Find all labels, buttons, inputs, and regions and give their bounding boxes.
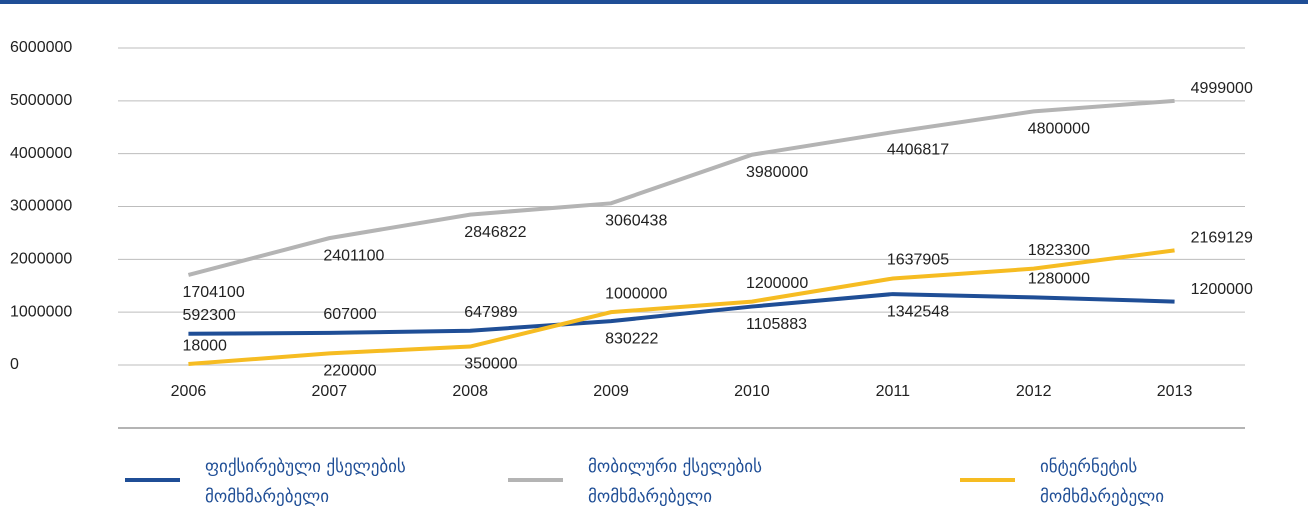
legend-label: ფიქსირებული ქსელების მომხმარებელი <box>205 457 406 507</box>
legend-line: მომხმარებელი <box>1040 487 1164 507</box>
data-label: 830222 <box>605 330 658 347</box>
legend-line: მომხმარებელი <box>588 487 712 507</box>
legend-line: მომხმარებელი <box>205 487 329 507</box>
data-label: 1105883 <box>746 316 807 333</box>
data-label: 2401100 <box>323 247 384 264</box>
x-tick-label: 2013 <box>1157 383 1193 400</box>
x-tick-label: 2010 <box>734 383 770 400</box>
legend-label: მობილური ქსელების მომხმარებელი <box>588 457 762 507</box>
y-tick-label: 4000000 <box>10 145 72 162</box>
data-label: 647989 <box>464 304 517 321</box>
x-tick-label: 2007 <box>312 383 348 400</box>
legend-line: ფიქსირებული ქსელების <box>205 457 406 477</box>
data-label: 220000 <box>323 363 376 380</box>
legend-line: მობილური ქსელების <box>588 457 762 477</box>
data-label: 4406817 <box>887 141 949 158</box>
data-label: 1200000 <box>1191 281 1253 298</box>
y-tick-label: 6000000 <box>10 39 72 56</box>
data-label: 350000 <box>464 356 517 373</box>
data-label: 1200000 <box>746 275 808 292</box>
y-tick-label: 2000000 <box>10 251 72 268</box>
series-line <box>188 292 1175 336</box>
legend-label: ინტერნეტის მომხმარებელი <box>1040 457 1164 507</box>
data-label: 1280000 <box>1028 271 1090 288</box>
x-tick-label: 2012 <box>1016 383 1052 400</box>
x-tick-label: 2011 <box>876 383 911 400</box>
x-tick-label: 2008 <box>452 383 488 400</box>
data-label: 2846822 <box>464 224 526 241</box>
data-label: 607000 <box>323 306 376 323</box>
data-label: 2169129 <box>1191 230 1253 247</box>
y-tick-label: 3000000 <box>10 198 72 215</box>
series-line <box>187 98 1175 277</box>
data-label: 18000 <box>182 337 227 354</box>
y-tick-label: 5000000 <box>10 92 72 109</box>
y-tick-label: 1000000 <box>10 303 72 320</box>
data-label: 4800000 <box>1028 121 1090 138</box>
y-tick-label: 0 <box>10 356 19 373</box>
top-rule <box>0 0 1308 4</box>
data-label: 1637905 <box>887 252 949 269</box>
data-label: 592300 <box>182 307 235 324</box>
legend-line: ინტერნეტის <box>1040 457 1137 477</box>
data-label: 3980000 <box>746 164 808 181</box>
data-label: 3060438 <box>605 213 667 230</box>
x-tick-label: 2006 <box>171 383 207 400</box>
data-label: 1823300 <box>1028 242 1090 259</box>
data-label: 1704100 <box>182 284 244 301</box>
x-tick-label: 2009 <box>593 383 629 400</box>
data-label: 1342548 <box>887 303 949 320</box>
data-label: 4999000 <box>1191 80 1253 97</box>
series-line <box>188 248 1175 367</box>
data-label: 1000000 <box>605 285 667 302</box>
